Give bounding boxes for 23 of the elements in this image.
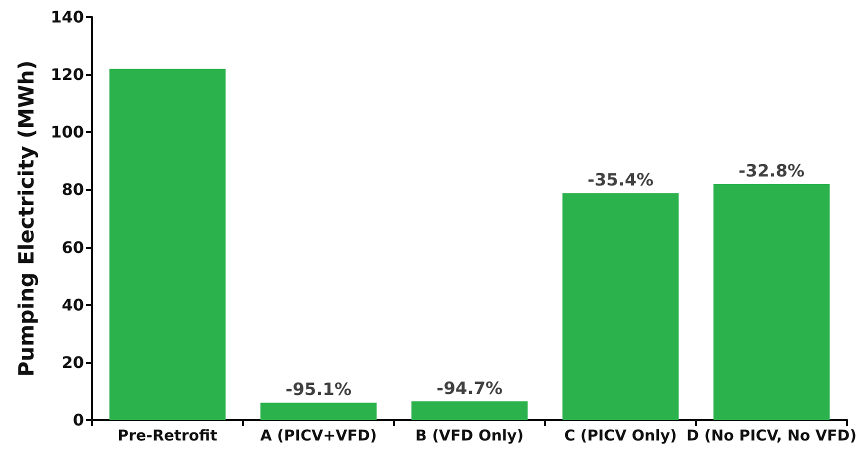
y-tick-label: 40 — [62, 295, 84, 314]
x-tick-label: Pre-Retrofit — [118, 426, 218, 444]
x-tick-label: B (VFD Only) — [415, 426, 524, 444]
y-tick-label: 100 — [50, 122, 84, 142]
y-tick-label: 140 — [50, 8, 84, 26]
x-tick-label: D (No PICV, No VFD) — [686, 426, 857, 444]
y-axis-title: Pumping Electricity (MWh) — [14, 60, 38, 377]
annotation: -95.1% — [286, 380, 352, 400]
bar — [713, 184, 830, 420]
y-tick-label: 80 — [62, 180, 84, 200]
bar — [411, 401, 528, 420]
y-tick-label: 20 — [62, 352, 84, 372]
annotation: -32.8% — [738, 161, 805, 182]
y-tick-label: 60 — [62, 238, 84, 257]
annotation: -35.4% — [588, 170, 654, 191]
bar — [109, 68, 226, 420]
x-tick-label: A (PICV+VFD) — [260, 426, 377, 444]
y-tick-label: 0 — [72, 410, 84, 430]
bar — [562, 193, 679, 420]
y-tick-label: 120 — [50, 65, 84, 84]
bar — [260, 402, 377, 420]
x-tick-label: C (PICV Only) — [564, 426, 677, 444]
annotation: -94.7% — [436, 378, 503, 399]
